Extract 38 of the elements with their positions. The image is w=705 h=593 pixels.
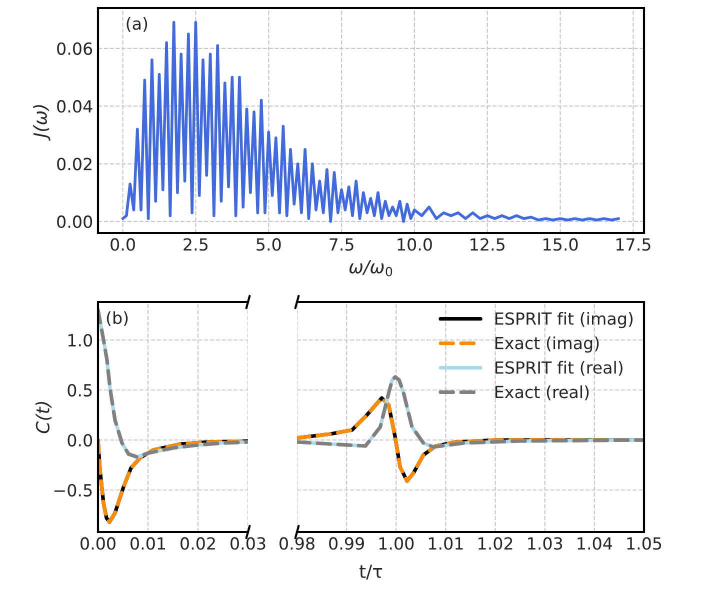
y-axis-title: J(ω) [33,105,50,141]
x-axis-title: ω/ω$_{0}$ [349,260,392,276]
x-tick-label: 1.04 [578,537,612,550]
y-tick-label: 1.0 [68,334,92,347]
x-tick-label: 1.00 [379,537,414,550]
chart-title: (b) [106,311,128,326]
x-tick-label: 0.0 [110,238,135,251]
x-tick-label: 10.0 [398,238,432,251]
x-tick-label: 0.99 [329,537,364,550]
y-tick-label: 0.0 [68,434,92,447]
x-tick-label: 7.5 [330,238,354,251]
legend-label: Exact (real) [496,385,589,400]
x-tick-label: 1.02 [478,537,512,550]
legend-label: Exact (imag) [496,336,599,353]
y-tick-label: 0.02 [57,158,92,170]
y-tick-label: 0.00 [57,215,92,228]
x-axis-title: t/τ [359,564,382,580]
x-tick-label: 2.5 [184,238,208,251]
x-tick-label: 0.98 [280,537,314,550]
y-axis-title: C(t) [36,402,52,434]
x-tick-label: 5.0 [256,238,281,251]
x-tick-label: 0.00 [80,537,116,550]
x-tick-label: 0.03 [230,537,266,550]
y-tick-label: 0.5 [68,384,92,397]
x-tick-label: 15.0 [544,238,578,251]
x-tick-label: 17.5 [616,238,650,251]
y-tick-label: 0.04 [57,100,92,113]
x-tick-label: 1.01 [428,537,463,550]
y-tick-label: 0.06 [57,42,92,55]
x-tick-label: 12.5 [470,238,504,251]
legend-label: ESPRIT fit (imag) [496,312,633,328]
x-tick-label: 1.03 [528,537,562,550]
x-tick-label: 0.01 [130,537,166,550]
x-tick-label: 1.05 [627,537,662,550]
chart-title: (a) [126,17,148,32]
x-tick-label: 0.02 [180,537,215,550]
y-tick-label: −0.5 [54,484,92,497]
legend-label: ESPRIT fit (real) [496,360,622,376]
